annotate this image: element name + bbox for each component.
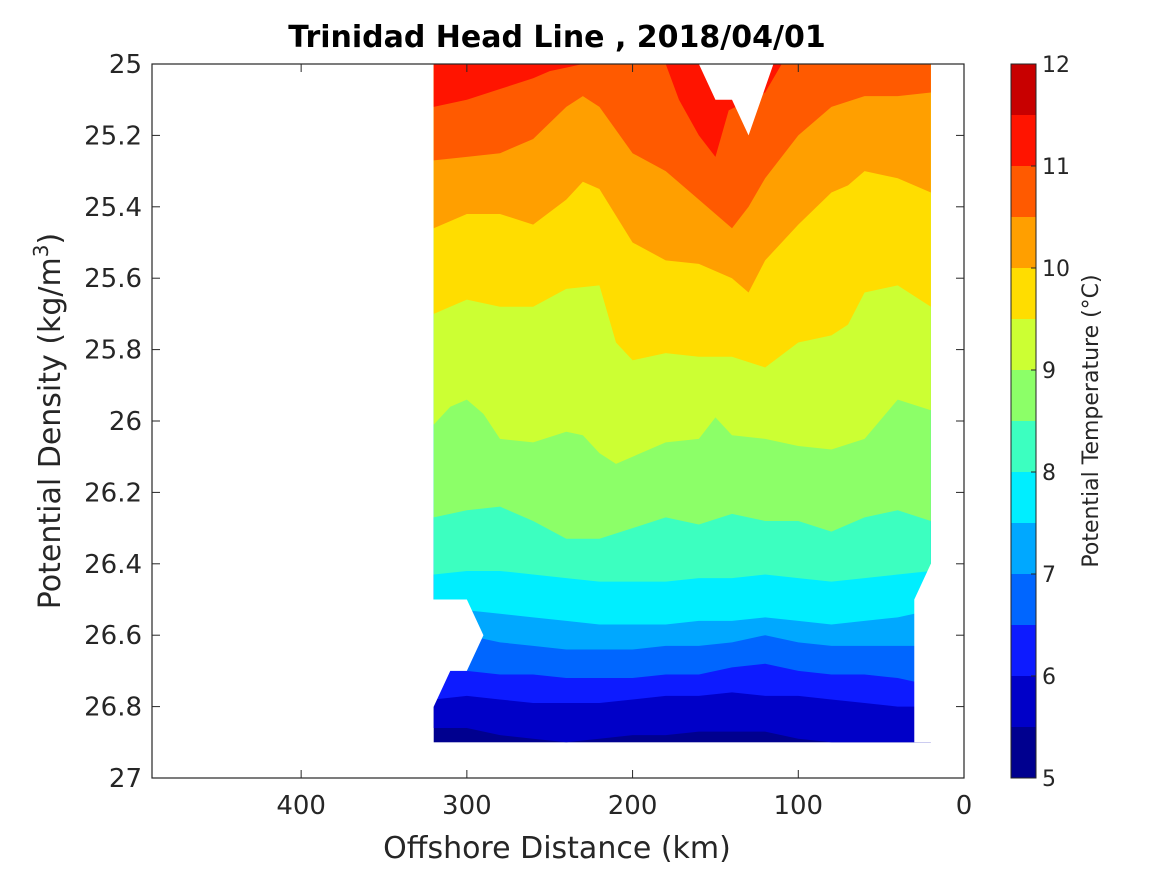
colorbar-tick-label: 10 bbox=[1042, 257, 1070, 282]
colorbar-swatch bbox=[1011, 727, 1036, 778]
y-tick-label: 26.6 bbox=[84, 621, 142, 651]
colorbar: 5 6 7 8 9 10 11 12 bbox=[1010, 53, 1070, 792]
x-tick-label: 200 bbox=[608, 791, 658, 821]
y-tick-label: 25.8 bbox=[84, 336, 142, 366]
colorbar-swatch bbox=[1011, 64, 1036, 115]
contour-band-11 bbox=[433, 64, 583, 107]
x-tick-label: 0 bbox=[956, 791, 973, 821]
colorbar-swatch bbox=[1011, 625, 1036, 676]
colorbar-swatch bbox=[1011, 370, 1036, 421]
colorbar-tick-label: 12 bbox=[1042, 53, 1070, 78]
x-tick-label: 300 bbox=[442, 791, 492, 821]
colorbar-tick-label: 6 bbox=[1042, 665, 1056, 690]
colorbar-tick-label: 11 bbox=[1042, 155, 1070, 180]
y-axis-label: Potential Density (kg/m3) bbox=[29, 233, 68, 609]
colorbar-tick-label: 5 bbox=[1042, 767, 1056, 792]
colorbar-tick-label: 9 bbox=[1042, 359, 1056, 384]
colorbar-swatch bbox=[1011, 217, 1036, 268]
colorbar-swatch bbox=[1011, 574, 1036, 625]
contour-fills bbox=[417, 64, 948, 743]
x-tick-label: 400 bbox=[276, 791, 326, 821]
y-tick-label: 25.2 bbox=[84, 121, 142, 151]
y-tick-label: 25 bbox=[109, 50, 142, 80]
colorbar-swatch bbox=[1011, 166, 1036, 217]
colorbar-swatch bbox=[1011, 472, 1036, 523]
colorbar-swatch bbox=[1011, 421, 1036, 472]
y-tick-label: 26.8 bbox=[84, 693, 142, 723]
chart-title: Trinidad Head Line , 2018/04/01 bbox=[288, 20, 825, 55]
colorbar-tick-label: 8 bbox=[1042, 461, 1056, 486]
axes: 400 300 200 100 0 25 25.2 25.4 25.6 25.8 26 26.2 26.… bbox=[84, 50, 972, 821]
y-axis-label-main: Potential Density (kg/m bbox=[33, 257, 68, 609]
colorbar-swatch bbox=[1011, 676, 1036, 727]
colorbar-swatch bbox=[1011, 268, 1036, 319]
colorbar-tick-label: 7 bbox=[1042, 563, 1056, 588]
colorbar-swatch bbox=[1011, 523, 1036, 574]
y-tick-label: 26.2 bbox=[84, 478, 142, 508]
y-tick-label: 25.4 bbox=[84, 193, 142, 223]
colorbar-frame bbox=[1010, 63, 1037, 779]
y-tick-label: 25.6 bbox=[84, 264, 142, 294]
blank-region-top bbox=[698, 64, 774, 136]
y-tick-label: 26 bbox=[109, 407, 142, 437]
contour-band-10-5 bbox=[433, 64, 931, 229]
blank-region-bottom-left bbox=[417, 599, 484, 707]
colorbar-swatch bbox=[1011, 319, 1036, 370]
colorbar-label: Potential Temperature (°C) bbox=[1079, 274, 1104, 567]
colorbar-swatch bbox=[1011, 115, 1036, 166]
x-axis-label: Offshore Distance (km) bbox=[383, 831, 731, 866]
x-tick-label: 100 bbox=[773, 791, 823, 821]
y-axis-label-sup: 3 bbox=[29, 244, 53, 257]
y-axis-label-end: ) bbox=[33, 233, 68, 245]
y-tick-label: 27 bbox=[109, 764, 142, 794]
y-tick-label: 26.4 bbox=[84, 550, 142, 580]
blank-region-bottom-right bbox=[914, 563, 948, 743]
